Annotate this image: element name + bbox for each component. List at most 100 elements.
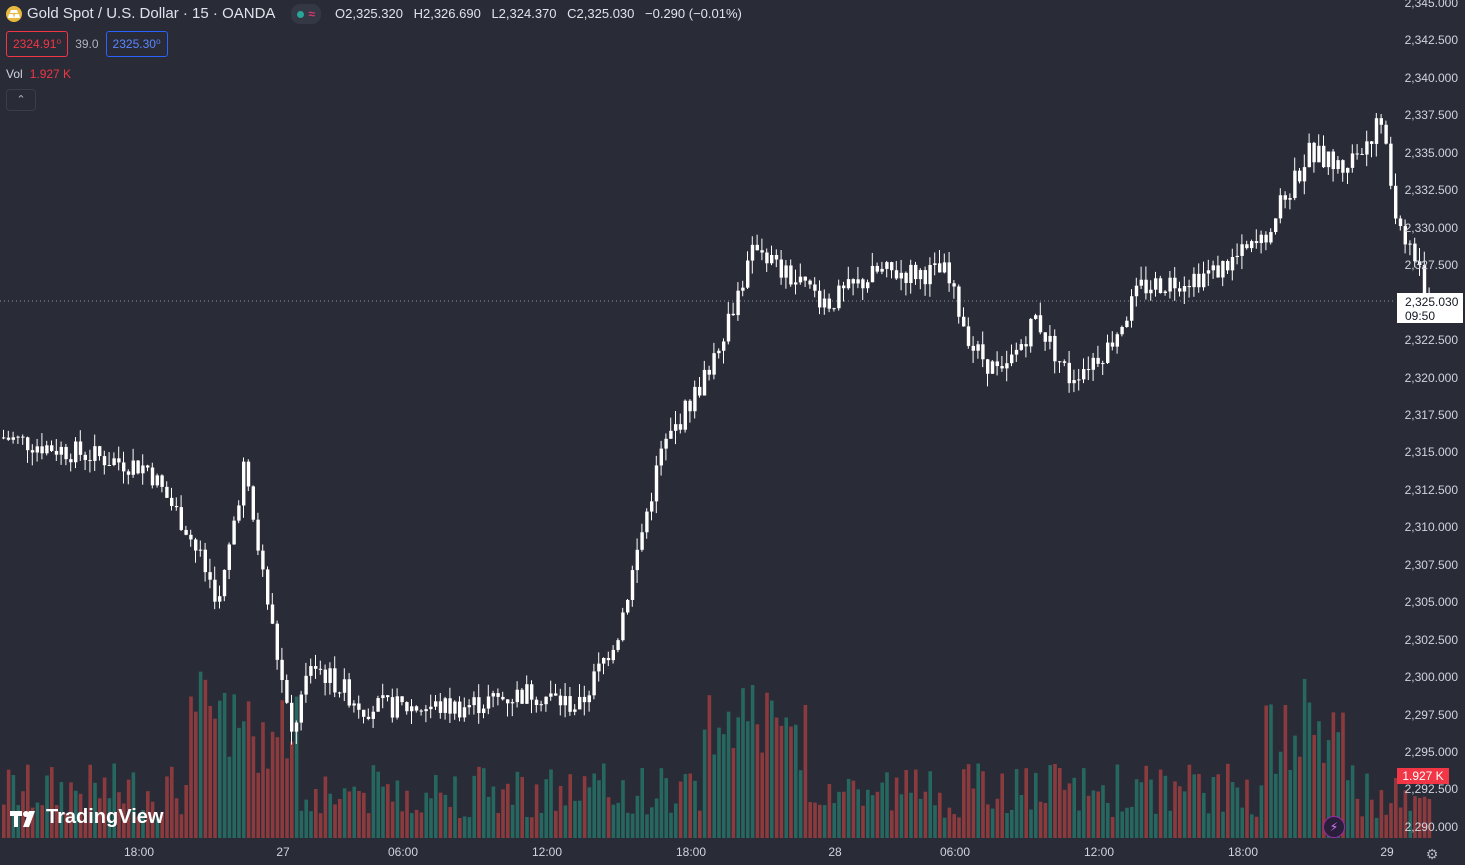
candle-body <box>467 705 471 708</box>
settings-button[interactable]: ⚙ <box>1423 845 1441 863</box>
volume-bar <box>362 792 366 838</box>
volume-bar <box>1350 765 1355 838</box>
volume-bars <box>2 671 1432 838</box>
candle-body <box>702 369 707 396</box>
sell-button[interactable]: 2324.91⁰ <box>6 31 69 57</box>
candle-body <box>880 268 884 272</box>
volume-bar <box>674 803 678 838</box>
open-value: O2,325.320 <box>335 6 403 21</box>
volume-bar <box>1019 794 1024 838</box>
candle-body <box>1331 151 1335 170</box>
candle-body <box>1154 278 1158 290</box>
candle-body <box>765 252 769 264</box>
candle-body <box>194 539 198 551</box>
price-axis-label: 2,295.000 <box>1404 745 1458 759</box>
volume-bar <box>506 783 510 838</box>
candle-body <box>386 695 390 698</box>
volume-bar <box>21 791 25 838</box>
candle-body <box>21 436 25 438</box>
volume-bar <box>141 809 145 838</box>
volume-bar <box>198 671 203 838</box>
last-price-label: 2,325.030 09:50 <box>1397 293 1463 323</box>
candle-body <box>78 441 83 455</box>
volume-bar <box>242 721 246 838</box>
candle-body <box>1077 379 1081 381</box>
candle-body <box>174 505 179 508</box>
candle-body <box>722 341 726 351</box>
volume-bar <box>1192 774 1196 838</box>
volume-bar <box>424 792 428 838</box>
candle-body <box>1302 167 1307 182</box>
high-value: H2,326.690 <box>413 6 481 21</box>
candle-body <box>1403 226 1407 245</box>
candle-body <box>1110 342 1115 347</box>
candle-body <box>1024 344 1028 347</box>
candle-body <box>1322 145 1326 168</box>
volume-bar <box>890 810 894 838</box>
candle-body <box>376 698 380 712</box>
price-axis-label: 2,340.000 <box>1404 70 1458 85</box>
candle-body <box>40 446 44 454</box>
volume-bar <box>990 808 995 838</box>
candle-body <box>366 716 371 719</box>
volume-bar <box>635 795 640 838</box>
time-axis-label: 06:00 <box>939 845 971 859</box>
symbol-title[interactable]: Gold Spot / U.S. Dollar · 15 · OANDA <box>27 5 276 22</box>
volume-bar <box>112 763 116 838</box>
volume-bar <box>827 783 832 838</box>
volume-bar <box>136 816 140 838</box>
candle-body <box>630 570 635 600</box>
volume-bar <box>227 756 232 838</box>
volume-bar <box>328 793 332 838</box>
volume-bar <box>458 817 462 838</box>
volume-bar <box>942 817 947 838</box>
volume-bar <box>966 764 971 838</box>
candle-body <box>746 260 750 288</box>
candle-body <box>741 287 745 291</box>
candle-body <box>659 448 663 466</box>
candle-body <box>1422 264 1427 296</box>
time-axis-label: 18:00 <box>1227 845 1259 859</box>
volume-bar <box>146 791 150 838</box>
time-axis-label: 29 <box>1380 845 1394 859</box>
volume-bar <box>1058 767 1062 838</box>
volume-bar <box>1173 781 1177 838</box>
volume-bar <box>1197 774 1201 838</box>
candle-body <box>755 244 759 251</box>
market-status[interactable]: ≈ <box>291 4 322 24</box>
candle-body <box>851 279 855 284</box>
bolt-button[interactable]: ⚡ <box>1323 816 1345 838</box>
candle-body <box>371 711 375 719</box>
candle-body <box>923 270 927 285</box>
candle-body <box>1245 244 1249 249</box>
volume-bar <box>93 782 97 838</box>
tradingview-logo[interactable]: TradingView <box>10 806 163 829</box>
buy-button[interactable]: 2325.30⁰ <box>105 31 168 57</box>
volume-bar <box>1149 779 1153 838</box>
candle-body <box>808 280 812 285</box>
volume-bar <box>837 791 841 838</box>
volume-bar <box>1293 735 1297 838</box>
candle-body <box>155 475 159 486</box>
volume-bar <box>429 798 433 838</box>
volume-bar <box>678 781 683 838</box>
volume-bar <box>563 805 568 838</box>
volume-bar <box>1374 817 1379 838</box>
collapse-legend-button[interactable]: ⌃ <box>6 89 36 111</box>
candle-body <box>1168 277 1172 292</box>
volume-bar <box>587 787 592 838</box>
volume-bar <box>928 771 932 838</box>
volume-bar <box>842 791 846 838</box>
candle-body <box>1125 320 1129 327</box>
volume-bar <box>323 776 328 838</box>
candle-body <box>957 286 961 317</box>
volume-bar <box>1096 791 1100 838</box>
candle-body <box>1053 335 1057 362</box>
candle-body <box>669 430 673 439</box>
volume-bar <box>486 796 491 838</box>
volume-bar <box>314 788 318 838</box>
volume-bar <box>1283 705 1288 838</box>
candle-body <box>390 697 395 718</box>
volume-bar <box>1230 782 1235 838</box>
